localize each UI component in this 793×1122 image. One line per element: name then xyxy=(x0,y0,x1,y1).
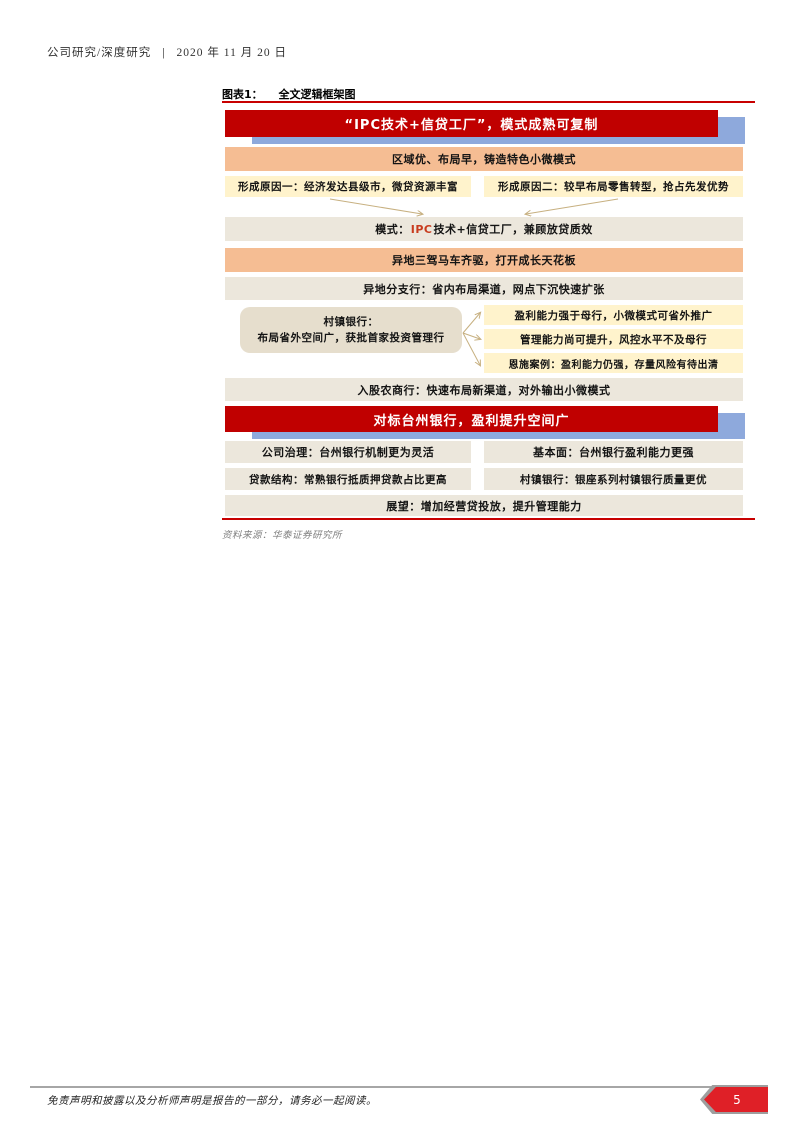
village-point-2: 管理能力尚可提升，风控水平不及母行 xyxy=(484,329,743,349)
region-box: 区域优、布局早，铸造特色小微模式 xyxy=(225,147,743,171)
governance-box: 公司治理：台州银行机制更为灵活 xyxy=(225,441,471,463)
rural-bank-box: 入股农商行：快速布局新渠道，对外输出小微模式 xyxy=(225,378,743,401)
reason1-box: 形成原因一：经济发达县级市，微贷资源丰富 xyxy=(225,176,471,197)
figure-label: 图表1： xyxy=(222,88,263,101)
figure-bottom-rule xyxy=(222,518,755,520)
village-bank-line2: 布局省外空间广，获批首家投资管理行 xyxy=(257,332,445,344)
report-date: 2020 年 11 月 20 日 xyxy=(176,47,287,59)
village-point-1: 盈利能力强于母行，小微模式可省外推广 xyxy=(484,305,743,325)
report-category: 公司研究/深度研究 xyxy=(47,47,152,59)
branches-box: 异地分支行：省内布局渠道，网点下沉快速扩张 xyxy=(225,277,743,300)
offsite-header-box: 异地三驾马车齐驱，打开成长天花板 xyxy=(225,248,743,272)
page-number-edge-mask xyxy=(768,1084,793,1116)
fanout-arrows xyxy=(462,303,484,375)
footer-disclaimer: 免责声明和披露以及分析师声明是报告的一部分，请务必一起阅读。 xyxy=(47,1096,377,1107)
banner1: “IPC技术+信贷工厂”，模式成熟可复制 xyxy=(225,110,718,137)
mode-suffix: 技术+信贷工厂，兼顾放贷质效 xyxy=(433,223,593,236)
figure-title: 图表1： 全文逻辑框架图 xyxy=(222,86,356,102)
fundamentals-box: 基本面：台州银行盈利能力更强 xyxy=(484,441,743,463)
converging-arrows xyxy=(329,198,619,217)
banner2: 对标台州银行，盈利提升空间广 xyxy=(225,406,718,432)
figure-title-text: 全文逻辑框架图 xyxy=(278,88,356,101)
mode-prefix: 模式： xyxy=(375,223,410,236)
loan-structure-box: 贷款结构：常熟银行抵质押贷款占比更高 xyxy=(225,468,471,490)
outlook-box: 展望：增加经营贷投放，提升管理能力 xyxy=(225,495,743,516)
banner2-wrap: 对标台州银行，盈利提升空间广 xyxy=(225,406,745,439)
page-number-badge: 5 xyxy=(704,1087,770,1112)
header-separator: | xyxy=(162,47,166,59)
banner1-wrap: “IPC技术+信贷工厂”，模式成熟可复制 xyxy=(225,110,745,144)
village-bank-box: 村镇银行： 布局省外空间广，获批首家投资管理行 xyxy=(240,307,462,353)
footer-divider xyxy=(30,1086,793,1088)
figure-top-rule xyxy=(222,101,755,103)
page-number: 5 xyxy=(733,1092,741,1107)
village-banks-box: 村镇银行：银座系列村镇银行质量更优 xyxy=(484,468,743,490)
village-bank-line1: 村镇银行： xyxy=(323,315,379,328)
figure-source: 资料来源：华泰证券研究所 xyxy=(222,531,343,541)
village-point-3: 恩施案例：盈利能力仍强，存量风险有待出清 xyxy=(484,353,743,373)
page-header: 公司研究/深度研究 | 2020 年 11 月 20 日 xyxy=(47,44,287,60)
reason2-box: 形成原因二：较早布局零售转型，抢占先发优势 xyxy=(484,176,743,197)
mode-highlight: IPC xyxy=(410,222,433,236)
mode-box: 模式： IPC 技术+信贷工厂，兼顾放贷质效 xyxy=(225,217,743,241)
